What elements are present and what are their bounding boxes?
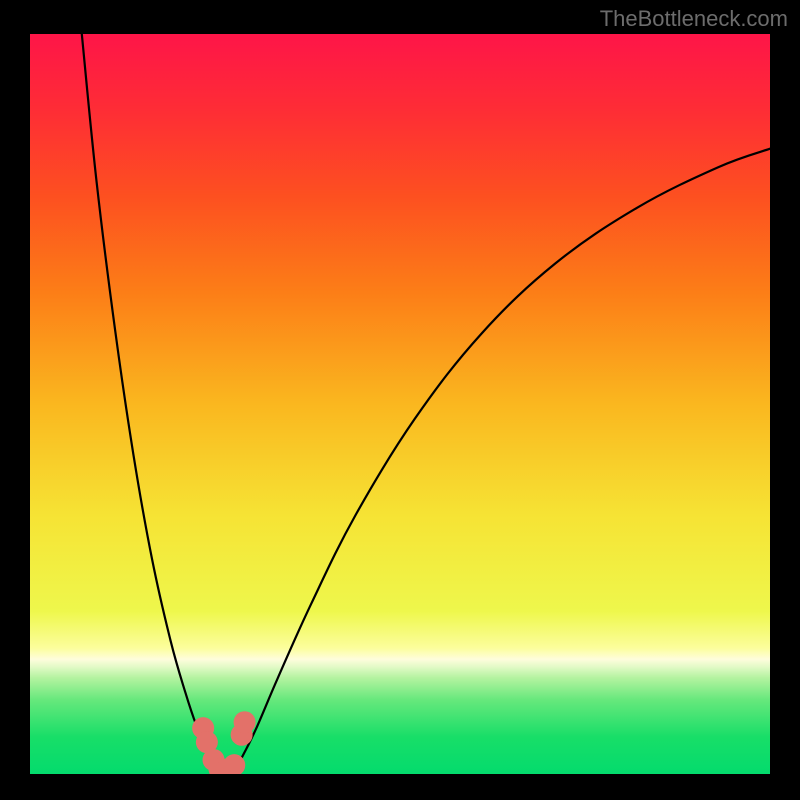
marker-point [234, 711, 256, 733]
gradient-curve-chart [0, 0, 800, 800]
marker-point [223, 754, 245, 776]
watermark-text: TheBottleneck.com [600, 6, 788, 32]
plot-area [0, 0, 800, 800]
